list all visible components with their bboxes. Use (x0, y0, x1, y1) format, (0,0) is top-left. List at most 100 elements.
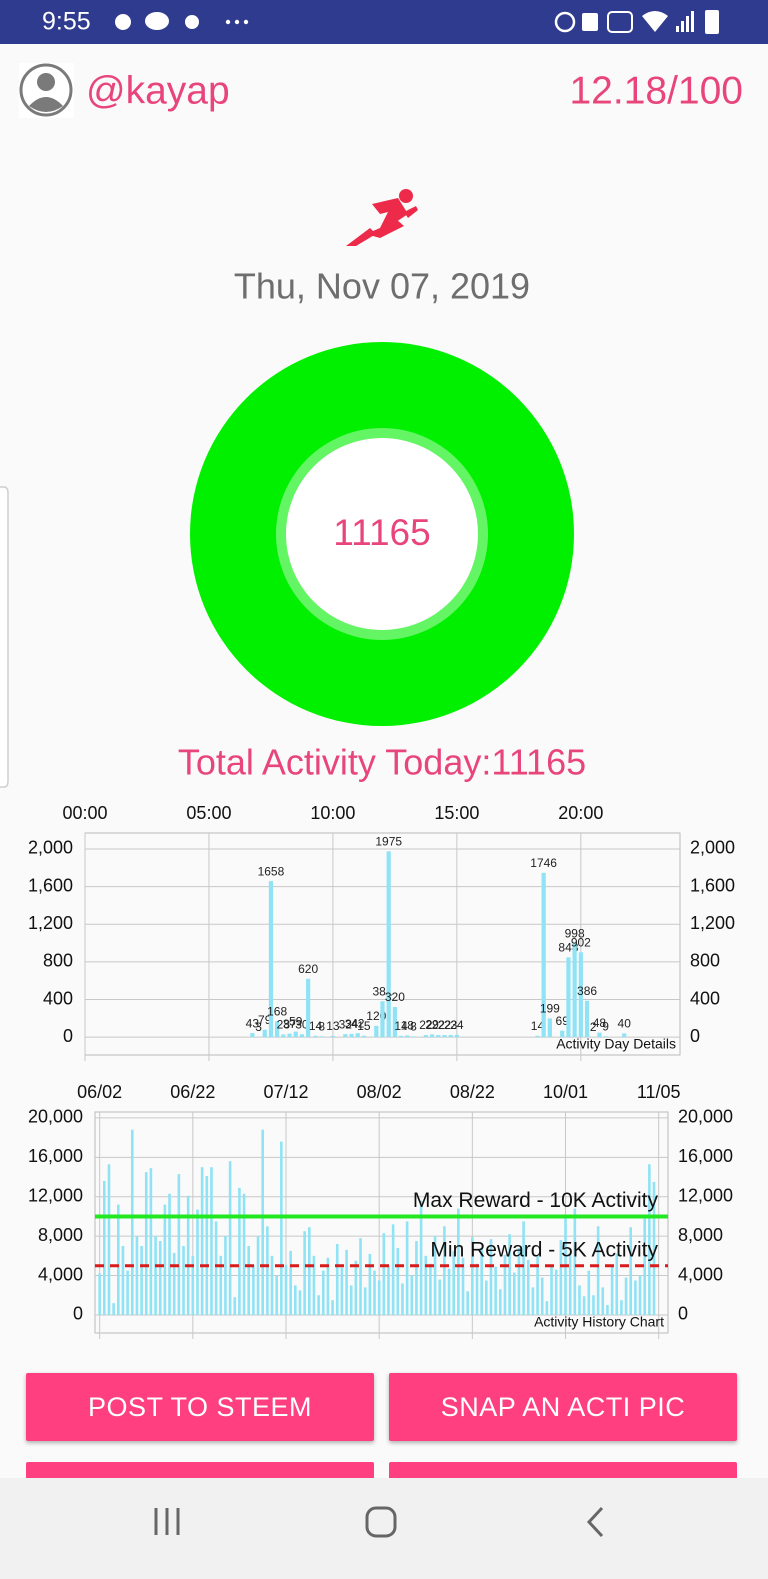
ring-value: 11165 (333, 512, 430, 553)
button-partial[interactable] (26, 1462, 374, 1478)
bar (578, 952, 583, 1038)
y2-tick-label: 2,000 (690, 838, 735, 858)
bar (182, 1245, 185, 1315)
bar (578, 1285, 581, 1315)
bar (377, 1280, 381, 1315)
y-tick-label: 8,000 (38, 1225, 83, 1245)
value-label: 620 (298, 962, 318, 976)
value-label: 15 (357, 1019, 371, 1033)
bar (560, 1030, 565, 1038)
bar (536, 1255, 539, 1315)
bar (566, 957, 571, 1038)
bar (568, 1253, 572, 1315)
value-label: 8 (410, 1020, 417, 1034)
y-tick-label: 800 (43, 951, 73, 971)
bar (355, 1033, 360, 1038)
bar (210, 1167, 213, 1315)
bar (275, 1275, 278, 1315)
bar (154, 1236, 157, 1315)
bar (622, 1033, 627, 1038)
bar (629, 1227, 633, 1315)
recent-apps-button[interactable] (154, 1508, 180, 1535)
bar (238, 1187, 241, 1315)
bar (317, 1295, 320, 1315)
x-tick-label: 07/12 (263, 1082, 308, 1102)
y2-tick-label: 0 (690, 1026, 700, 1046)
value-label: 69 (556, 1014, 570, 1028)
bar (398, 1035, 404, 1038)
value-label: 320 (385, 990, 405, 1004)
total-activity: Total Activity Today:11165 (178, 742, 586, 783)
y2-tick-label: 800 (690, 951, 720, 971)
x-tick-label: 15:00 (434, 803, 479, 823)
value-label: 9 (602, 1019, 609, 1033)
bar (480, 1247, 483, 1315)
bar (466, 1291, 469, 1315)
bar (550, 1265, 553, 1315)
bar (396, 1247, 400, 1315)
home-button[interactable] (365, 1506, 397, 1538)
bar (436, 1035, 441, 1038)
bar (294, 1285, 297, 1315)
history-chart: 0 0 4,000 4,000 8,000 8,000 12,000 12,000 16,000… (28, 1082, 733, 1339)
bar (242, 1193, 246, 1315)
bar (293, 1031, 298, 1038)
bar (200, 1167, 204, 1315)
bar (299, 1034, 305, 1038)
bar (541, 872, 546, 1038)
bar (112, 1303, 115, 1315)
value-label: 168 (267, 1004, 287, 1018)
bar (587, 1270, 591, 1315)
bar (648, 1164, 651, 1315)
bar (503, 1254, 507, 1315)
bar (312, 1255, 316, 1315)
snap-pic-button[interactable]: SNAP AN ACTI PIC (389, 1373, 737, 1441)
bar (419, 1200, 423, 1315)
bar (196, 1209, 199, 1315)
drawer-handle[interactable] (0, 486, 9, 788)
bar (485, 1280, 488, 1315)
bar (531, 1287, 535, 1315)
value-label: 199 (540, 1002, 560, 1016)
bar (391, 1224, 395, 1315)
avatar[interactable] (19, 63, 74, 118)
bar (158, 1241, 162, 1315)
x-tick-label: 11/05 (637, 1082, 681, 1102)
bar (442, 1035, 447, 1038)
y2-tick-label: 12,000 (678, 1185, 733, 1205)
bar (149, 1168, 153, 1315)
value-label: 8 (318, 1020, 325, 1034)
x-tick-label: 08/02 (357, 1082, 402, 1102)
bar (266, 1226, 269, 1315)
status-icons (115, 10, 719, 34)
bar (168, 1193, 171, 1315)
bar (219, 1255, 223, 1315)
bar (343, 1034, 348, 1038)
post-to-steem-button[interactable]: POST TO STEEM (26, 1373, 374, 1441)
y2-tick-label: 1,600 (690, 875, 735, 895)
value-label: 28 (277, 1018, 291, 1032)
bar (535, 1035, 540, 1038)
bar (526, 1259, 530, 1315)
bar (610, 1265, 614, 1315)
chart-label: Activity History Chart (534, 1314, 664, 1330)
bar (368, 1253, 372, 1315)
bar (354, 1260, 358, 1315)
value-label: 42 (351, 1016, 365, 1030)
bar (298, 1290, 302, 1315)
bar (321, 1270, 325, 1315)
x-tick-label: 06/02 (77, 1082, 122, 1102)
value-label: 34 (345, 1017, 359, 1031)
bar (554, 1269, 558, 1315)
bar (545, 1301, 549, 1315)
value-label: 37 (283, 1017, 297, 1031)
x-tick-label: 05:00 (186, 803, 231, 823)
y-tick-label: 1,600 (28, 875, 73, 895)
value-label: 43 (246, 1016, 260, 1030)
back-button[interactable] (586, 1506, 604, 1538)
button-partial[interactable] (389, 1462, 737, 1478)
bar (284, 1264, 288, 1315)
bar (452, 1250, 456, 1315)
value-label: 40 (618, 1017, 632, 1031)
